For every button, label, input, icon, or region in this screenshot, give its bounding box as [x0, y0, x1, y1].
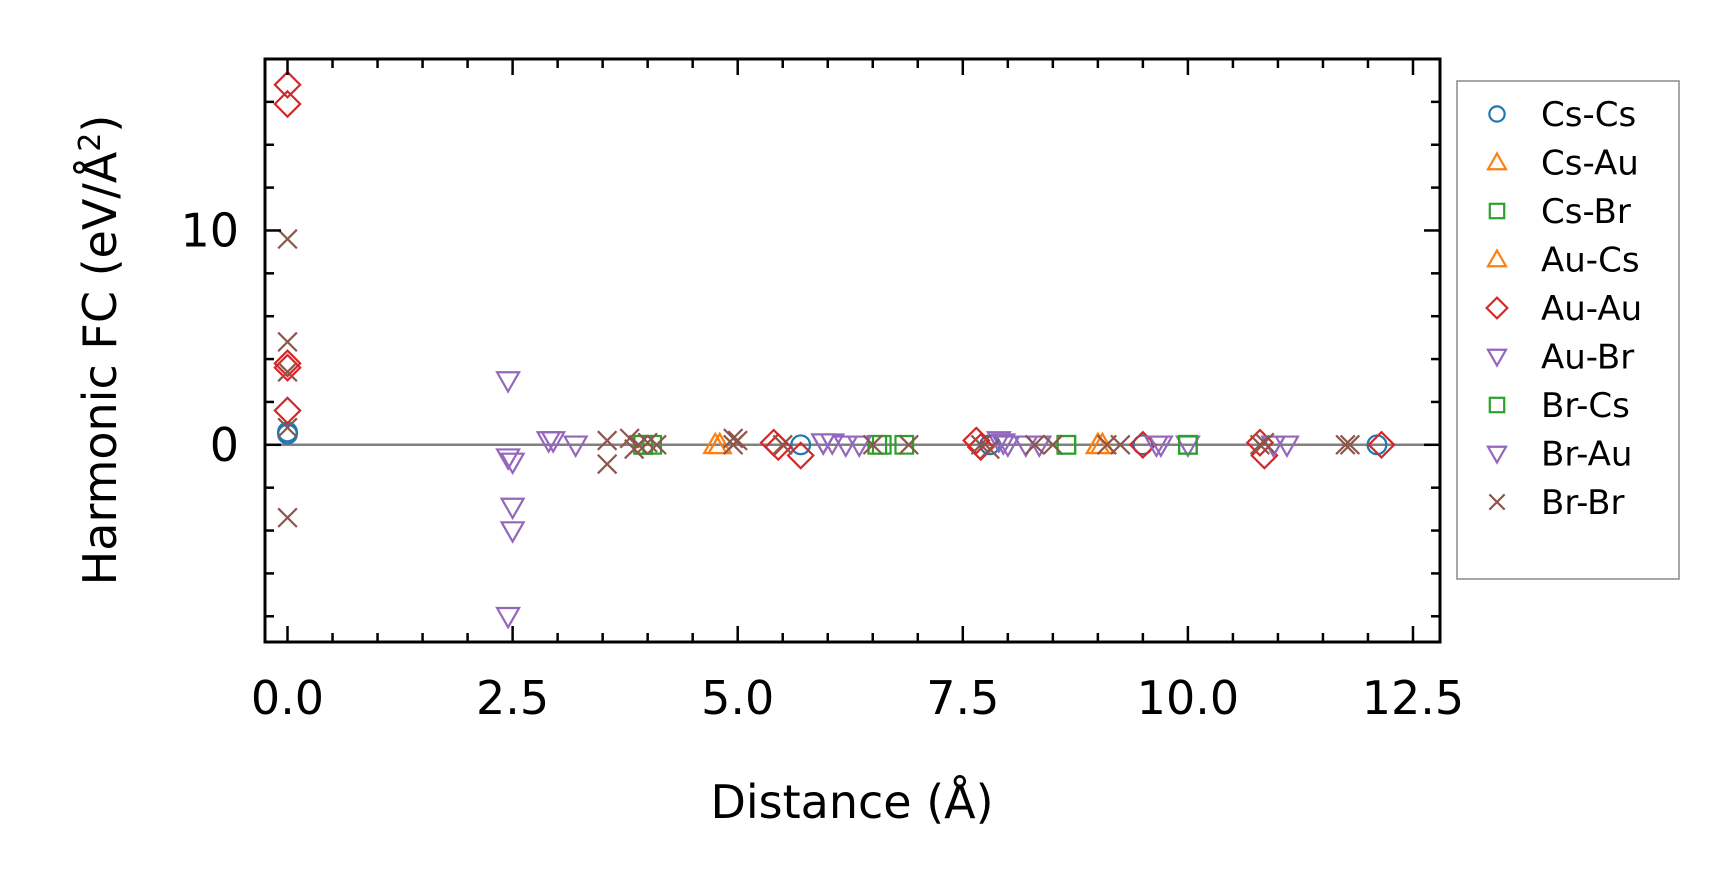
data-point-br-br [277, 417, 298, 438]
y-tick-labels: 0 10 [180, 203, 239, 471]
data-point-au-au [962, 426, 991, 455]
y-axis-label-main: Harmonic FC (eV/Å [73, 151, 127, 585]
legend: Cs-Cs Cs-Au Cs-Br Au-Cs Au-Au Au-Br Br-Cs Br-Au… [1456, 80, 1680, 580]
data-point-cs-cs [790, 434, 812, 456]
data-point-br-br [277, 361, 298, 383]
legend-frame [1456, 80, 1680, 580]
y-axis-label: Harmonic FC (eV/Å2) [73, 115, 127, 586]
legend-items: Cs-Cs Cs-Au Cs-Br Au-Cs Au-Au Au-Br Br-Cs Br-Au… [1485, 95, 1642, 523]
data-point-au-br [846, 435, 873, 459]
data-point-au-cs [706, 431, 733, 455]
data-point-au-br [499, 521, 526, 544]
data-point-br-br [1110, 434, 1131, 455]
legend-label-au-cs: Au-Cs [1541, 241, 1640, 281]
legend-marker-cs-cs [1488, 105, 1506, 123]
data-point-au-br [499, 497, 526, 521]
data-point-br-br [277, 228, 298, 250]
data-point-br-br [597, 453, 618, 475]
data-point-au-br [495, 448, 521, 471]
data-point-au-br [985, 431, 1012, 454]
legend-label-br-cs: Br-Cs [1541, 386, 1630, 426]
data-point-br-br [277, 507, 298, 528]
data-point-au-br [499, 452, 526, 476]
data-point-br-br [862, 434, 883, 455]
data-point-au-br [562, 435, 589, 459]
data-point-au-br [832, 435, 859, 459]
data-point-br-br [1254, 432, 1275, 453]
data-point-au-au [273, 70, 302, 99]
legend-label-cs-br: Cs-Br [1541, 192, 1631, 232]
data-point-br-au [810, 433, 837, 456]
x-tick-label: 12.5 [1362, 671, 1464, 725]
data-point-br-br [727, 430, 748, 451]
data-point-br-br [1335, 434, 1356, 455]
data-point-br-au [1143, 435, 1170, 459]
x-tick-label: 7.5 [926, 671, 999, 725]
data-point-br-br [597, 430, 618, 451]
x-tick-label: 5.0 [701, 671, 774, 725]
data-point-au-br [495, 606, 521, 630]
x-tick-label: 10.0 [1137, 671, 1239, 725]
axis-ticks [265, 57, 1440, 642]
data-point-au-au [786, 441, 815, 470]
legend-marker-br-br [1488, 493, 1506, 511]
y-axis-label-superscript: 2 [73, 133, 108, 152]
y-tick-label: 10 [180, 203, 239, 257]
data-point-br-br [1339, 434, 1361, 455]
data-point-cs-cs [1132, 434, 1154, 456]
data-point-au-br [495, 371, 521, 394]
series-br-br [277, 228, 1361, 528]
data-point-au-au [273, 89, 302, 119]
data-points [273, 70, 1396, 630]
legend-marker-au-br [1486, 348, 1508, 368]
legend-marker-cs-br [1488, 202, 1506, 220]
y-tick-label: 0 [210, 418, 239, 472]
data-point-br-br [723, 428, 744, 449]
data-point-br-br [898, 434, 919, 455]
data-point-au-br [994, 435, 1021, 459]
legend-marker-cs-au [1486, 151, 1508, 171]
y-axis-label-tail: ) [73, 115, 127, 133]
legend-marker-br-cs [1488, 396, 1506, 414]
data-point-au-au [1367, 430, 1396, 460]
legend-marker-br-au [1486, 445, 1508, 465]
data-point-br-br [979, 438, 1000, 460]
data-point-br-br [1042, 434, 1063, 455]
x-axis-label: Distance (Å) [710, 775, 993, 829]
data-point-br-br [619, 428, 640, 449]
data-point-br-br [772, 434, 793, 455]
legend-label-au-au: Au-Au [1541, 289, 1642, 329]
legend-label-br-au: Br-Au [1541, 435, 1632, 475]
data-point-br-cs [633, 434, 654, 455]
x-tick-label: 2.5 [476, 671, 549, 725]
data-point-br-au [990, 433, 1017, 456]
legend-label-br-br: Br-Br [1541, 483, 1625, 523]
legend-label-cs-au: Cs-Au [1541, 144, 1639, 184]
series-br-cs [633, 434, 1198, 455]
legend-marker-au-au [1485, 296, 1509, 320]
data-point-au-br [1274, 435, 1300, 459]
data-point-au-au [273, 349, 302, 378]
data-point-br-br [1249, 434, 1271, 455]
data-point-br-br [1024, 434, 1045, 455]
data-point-au-au [764, 432, 793, 462]
legend-marker-au-cs [1486, 248, 1508, 268]
data-point-br-br [277, 331, 298, 353]
legend-label-cs-cs: Cs-Cs [1541, 95, 1636, 135]
x-tick-labels: 0.0 2.5 5.0 7.5 10.0 12.5 [251, 671, 1464, 725]
legend-label-au-br: Au-Br [1541, 338, 1634, 378]
data-point-cs-br [894, 434, 915, 455]
data-point-br-br [646, 434, 667, 455]
x-tick-label: 0.0 [251, 671, 324, 725]
data-point-br-au [535, 431, 562, 454]
data-point-br-cs [1056, 434, 1077, 455]
plot-frame [263, 57, 1442, 644]
data-point-au-au [273, 396, 302, 425]
data-point-au-au [966, 432, 996, 462]
data-point-br-cs [1177, 434, 1198, 455]
